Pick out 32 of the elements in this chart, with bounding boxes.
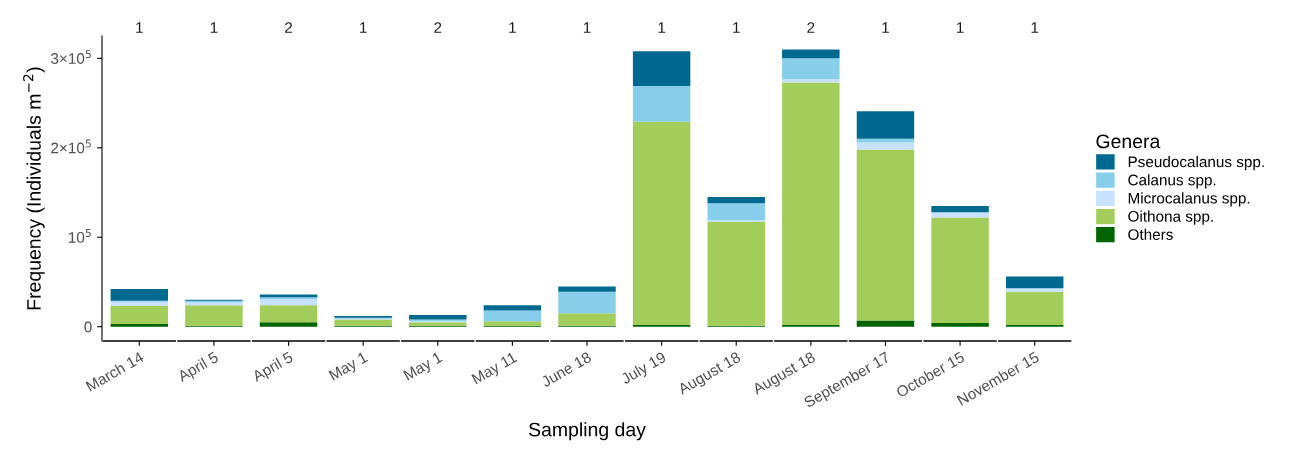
x-tick-label: May 1 (328, 351, 370, 384)
x-axis-title: Sampling day (528, 422, 646, 441)
y-axis-title: Frequency (Individuals m$^{−2}$) (23, 67, 45, 310)
legend-label: Pseudocalanus spp. (1128, 156, 1264, 171)
legend-label: Others (1128, 228, 1173, 240)
text: 1 (136, 22, 143, 33)
text: 1 (956, 22, 964, 33)
x-tick-label: July 19 (619, 351, 669, 388)
text: 1 (360, 22, 367, 33)
text: 1 (733, 22, 740, 33)
x-tick-label: April 5 (251, 351, 296, 385)
text: 1 (1031, 22, 1039, 33)
legend-label: Microcalanus spp. (1128, 192, 1250, 207)
text: 1 (210, 22, 218, 33)
legend-title: Genera (1096, 134, 1161, 149)
text: 1 (509, 22, 516, 33)
y-tick-label: 2×10$^{5}$ (51, 139, 91, 154)
text: 1 (658, 22, 666, 33)
y-tick-label: 10$^{5}$ (69, 229, 91, 243)
text: 2 (434, 22, 442, 33)
legend-label: Calanus spp. (1128, 174, 1216, 189)
text: 1 (583, 22, 591, 33)
text: 2 (807, 22, 815, 33)
x-tick-label: May 11 (471, 351, 519, 387)
text: 2 (285, 22, 293, 33)
x-tick-label: April 5 (176, 351, 221, 385)
y-tick-label: 0 (84, 321, 92, 333)
x-tick-label: May 1 (403, 351, 445, 384)
x-tick-label: June 18 (540, 351, 593, 388)
y-tick-label: 3×10$^{5}$ (51, 50, 91, 64)
text: 1 (882, 22, 889, 33)
legend-label: Oithona spp. (1128, 210, 1213, 225)
